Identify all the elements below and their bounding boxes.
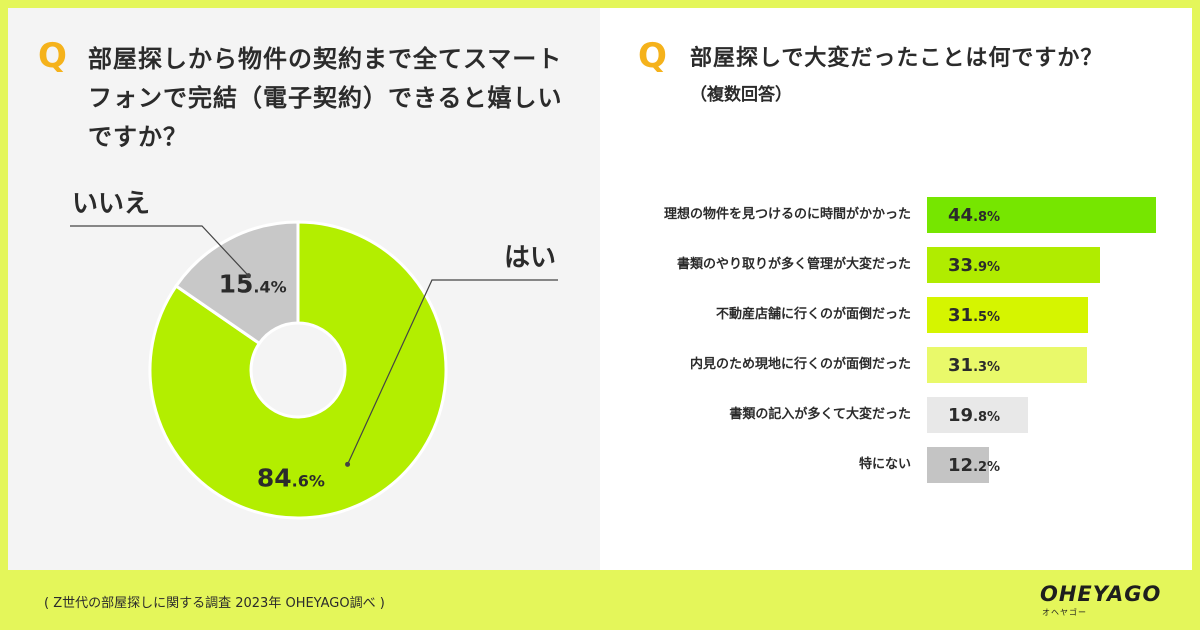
brand-logo-text: OHEYAGO bbox=[1040, 582, 1162, 606]
bar-row-4: 書類の記入が多くて大変だった 19.8% bbox=[600, 397, 1200, 433]
bar-value-label-0: 44.8% bbox=[948, 205, 1001, 226]
source-note: ( Z世代の部屋探しに関する調査 2023年 OHEYAGO調べ ) bbox=[44, 596, 385, 611]
bar-row-5: 特にない 12.2% bbox=[600, 447, 1200, 483]
bar-value-label-3: 31.3% bbox=[948, 355, 1001, 376]
bar-value-label-4: 19.8% bbox=[948, 405, 1001, 426]
question-right-subtitle: （複数回答） bbox=[690, 85, 792, 105]
pie-category-label-0: はい bbox=[504, 243, 556, 273]
question-mark-left: Q bbox=[38, 36, 67, 76]
bar-value-label-2: 31.5% bbox=[948, 305, 1001, 326]
bar-value-label-1: 33.9% bbox=[948, 255, 1001, 276]
question-mark-right: Q bbox=[638, 36, 667, 76]
pie-leader-dot-1 bbox=[245, 273, 251, 279]
bar-2: 31.5% bbox=[927, 297, 1089, 333]
bar-row-0: 理想の物件を見つけるのに時間がかかった 44.8% bbox=[600, 197, 1200, 233]
pie-value-label-1: 15.4% bbox=[219, 270, 287, 299]
pie-category-label-1: いいえ bbox=[72, 189, 150, 219]
question-left: 部屋探しから物件の契約まで全てスマートフォンで完結（電子契約）できると嬉しいです… bbox=[88, 45, 563, 151]
bar-category-label-3: 内見のため現地に行くのが面倒だった bbox=[689, 357, 911, 372]
bar-5: 12.2% bbox=[927, 447, 1000, 483]
bar-row-3: 内見のため現地に行くのが面倒だった 31.3% bbox=[600, 347, 1200, 383]
bar-category-label-2: 不動産店舗に行くのが面倒だった bbox=[715, 307, 911, 322]
brand-logo: OHEYAGO オヘヤゴー bbox=[1040, 582, 1160, 622]
bar-1: 33.9% bbox=[927, 247, 1101, 283]
bar-category-label-0: 理想の物件を見つけるのに時間がかかった bbox=[663, 207, 911, 222]
brand-logo-subtext: オヘヤゴー bbox=[1042, 608, 1087, 617]
pie-slice-0 bbox=[148, 220, 448, 520]
pie-value-label-0: 84.6% bbox=[257, 463, 325, 492]
pie-leader-line-1 bbox=[70, 225, 249, 277]
bar-category-label-4: 書類の記入が多くて大変だった bbox=[729, 407, 911, 422]
bar-category-label-1: 書類のやり取りが多く管理が大変だった bbox=[676, 257, 911, 272]
question-right: 部屋探しで大変だったことは何ですか？ bbox=[690, 46, 1104, 71]
donut-chart: 84.6% 15.4% はい いいえ bbox=[70, 189, 558, 520]
bar-3: 31.3% bbox=[927, 347, 1087, 383]
bar-category-label-5: 特にない bbox=[858, 457, 911, 472]
pie-leader-line-0 bbox=[347, 279, 558, 465]
bar-value-label-5: 12.2% bbox=[948, 455, 1001, 476]
bar-row-1: 書類のやり取りが多く管理が大変だった 33.9% bbox=[600, 247, 1200, 283]
bar-row-2: 不動産店舗に行くのが面倒だった 31.5% bbox=[600, 297, 1200, 333]
right-panel bbox=[600, 8, 1192, 570]
pie-slice-1 bbox=[174, 220, 300, 346]
pie-leader-dot-0 bbox=[345, 461, 351, 467]
bar-0: 44.8% bbox=[927, 197, 1156, 233]
bar-4: 19.8% bbox=[927, 397, 1029, 433]
